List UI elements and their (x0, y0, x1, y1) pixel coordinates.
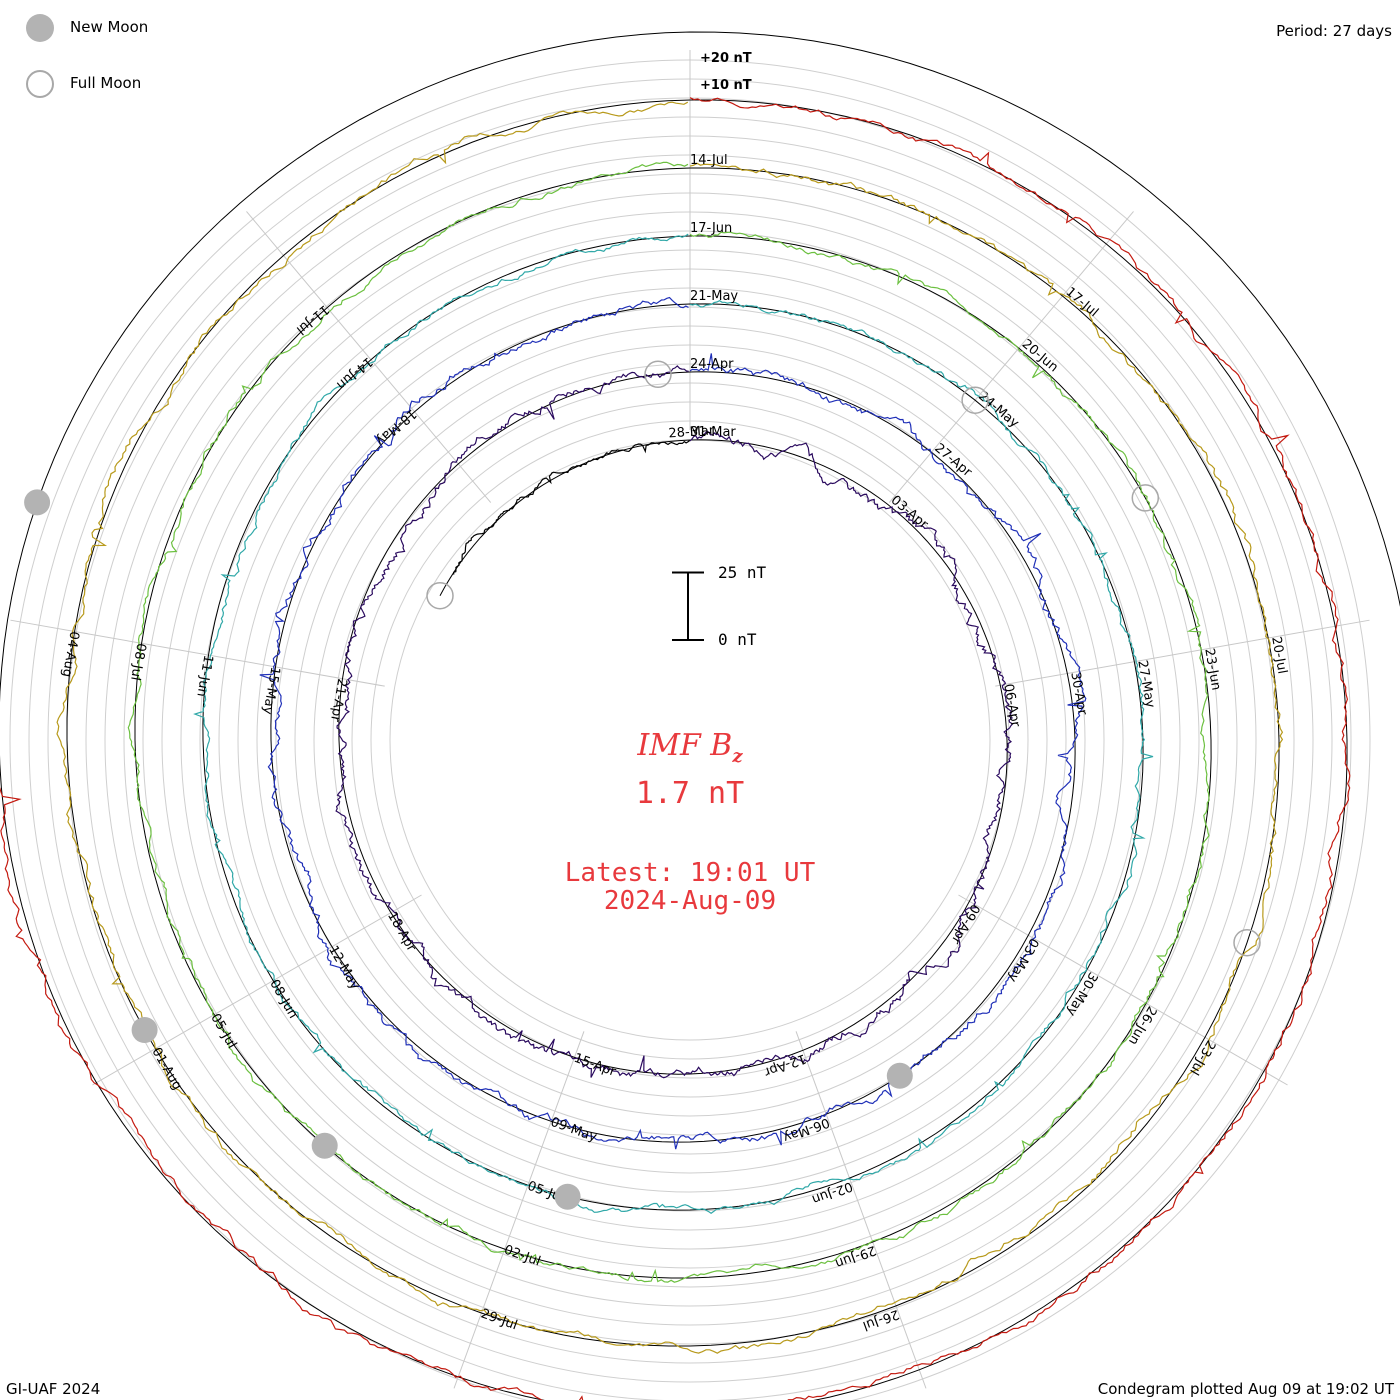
new-moon-marker (24, 489, 50, 515)
date-label: 31-Mar (690, 425, 736, 440)
legend-new-moon-label: New Moon (70, 18, 148, 36)
date-label: 15-Apr (572, 1051, 619, 1080)
new-moon-marker (555, 1184, 581, 1210)
scale-top-label: 25 nT (718, 563, 766, 582)
date-label: 14-Jun (333, 354, 375, 393)
date-label: 30-May (1063, 969, 1100, 1018)
ring-label: +10 nT (700, 78, 752, 93)
latest-date: 2024-Aug-09 (450, 886, 930, 916)
current-value: 1.7 nT (450, 776, 930, 811)
scale-bar (672, 573, 704, 641)
new-moon-marker (312, 1133, 338, 1159)
credit-label: GI-UAF 2024 (6, 1380, 100, 1398)
date-label: 24-Apr (690, 357, 734, 372)
spoke-line (958, 895, 1287, 1085)
spoke-line (889, 211, 1133, 502)
trace-cycle-1 (454, 441, 690, 575)
date-label: 12-Apr (761, 1050, 808, 1079)
date-label: 08-Jun (266, 977, 300, 1021)
date-label: 23-Jul (1186, 1037, 1218, 1077)
date-label: 21-May (690, 289, 738, 304)
date-label: 12-May (325, 943, 362, 992)
full-moon-icon (26, 70, 54, 98)
date-label: 04-Aug (59, 630, 82, 678)
new-moon-marker (887, 1063, 913, 1089)
new-moon-icon (26, 14, 54, 42)
ring-labels: +20 nT +10 nT (700, 51, 752, 93)
spoke-line (995, 620, 1369, 686)
plotted-timestamp: Condegram plotted Aug 09 at 19:02 UT (1098, 1380, 1394, 1398)
condegram-stage: 28-Mar 31-Mar 03-Apr 06-Apr 09-Apr 12-Apr 15-A… (0, 0, 1400, 1400)
scale-bottom-label: 0 nT (718, 630, 757, 649)
variable-name: IMF B (637, 728, 732, 763)
date-label: 01-Aug (148, 1045, 184, 1093)
date-label: 24-May (975, 389, 1022, 432)
date-label: 08-Jul (127, 642, 148, 682)
variable-title: IMF Bz (450, 728, 930, 767)
period-spokes (10, 50, 1369, 1388)
date-label: 17-Jun (690, 221, 732, 236)
date-label: 09-Apr (947, 901, 982, 947)
date-label: 02-Jul (502, 1243, 543, 1270)
condegram-chart: 28-Mar31-Mar03-Apr06-Apr09-Apr12-Apr15-A… (0, 0, 1400, 1400)
date-label: 29-Jul (479, 1306, 520, 1333)
new-moon-marker (132, 1017, 158, 1043)
variable-subscript: z (732, 746, 742, 767)
date-label: 14-Jul (690, 153, 728, 168)
legend-full-moon-label: Full Moon (70, 74, 141, 92)
trace-cycle-2 (336, 366, 1013, 1078)
date-label: 09-May (548, 1115, 599, 1146)
date-label: 26-Jul (861, 1306, 902, 1333)
period-label: Period: 27 days (1276, 22, 1392, 40)
latest-time: Latest: 19:01 UT (450, 858, 930, 888)
date-label: 05-Jul (207, 1011, 239, 1051)
date-label: 21-Apr (327, 677, 349, 723)
date-label: 11-Jun (193, 654, 215, 698)
spoke-line (92, 895, 421, 1085)
ring-label: +20 nT (700, 51, 752, 66)
date-label: 03-Apr (888, 493, 931, 533)
date-label: 17-Jul (1063, 285, 1101, 321)
date-label: 03-May (1004, 935, 1041, 984)
